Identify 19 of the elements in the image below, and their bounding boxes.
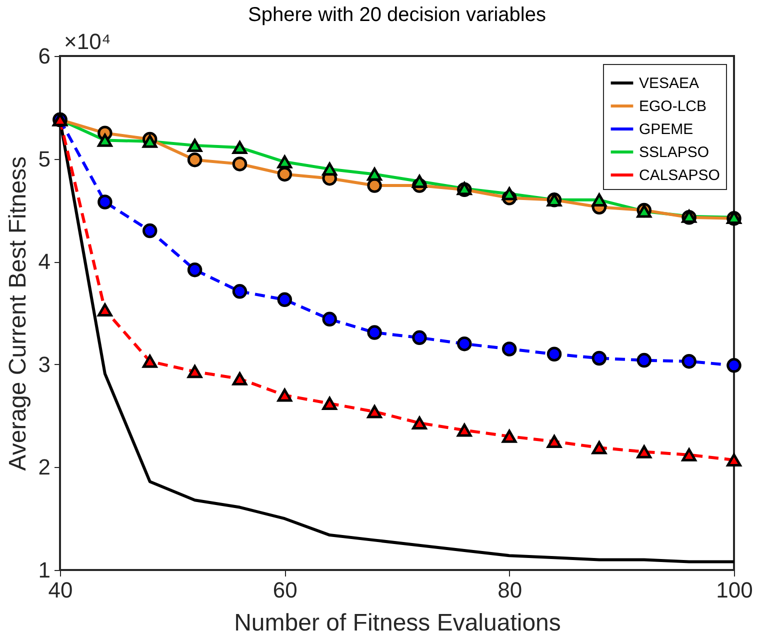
y-axis-title: Average Current Best Fitness <box>4 156 32 471</box>
legend-label: CALSAPSO <box>639 167 720 184</box>
chart-title: Sphere with 20 decision variables <box>248 4 546 26</box>
x-tick-label: 60 <box>272 578 298 602</box>
y-tick-label: 5 <box>38 146 50 172</box>
y-tick-label: 6 <box>38 44 50 68</box>
x-tick-label: 80 <box>498 578 522 602</box>
legend-label: VESAEA <box>639 75 700 92</box>
text: ×10⁴ <box>64 29 111 54</box>
x-tick-label: 40 <box>48 578 73 602</box>
y-tick-label: 2 <box>38 454 50 480</box>
y-tick-label: 3 <box>38 352 50 377</box>
y-tick-label: 4 <box>38 249 50 274</box>
legend-label: GPEME <box>639 121 694 138</box>
y-tick-label: 1 <box>38 558 50 582</box>
legend-label: SSLAPSO <box>639 144 710 161</box>
x-tick-label: 100 <box>716 578 753 602</box>
x-axis-title: Number of Fitness Evaluations <box>234 610 561 636</box>
legend-label: EGO-LCB <box>639 98 707 115</box>
